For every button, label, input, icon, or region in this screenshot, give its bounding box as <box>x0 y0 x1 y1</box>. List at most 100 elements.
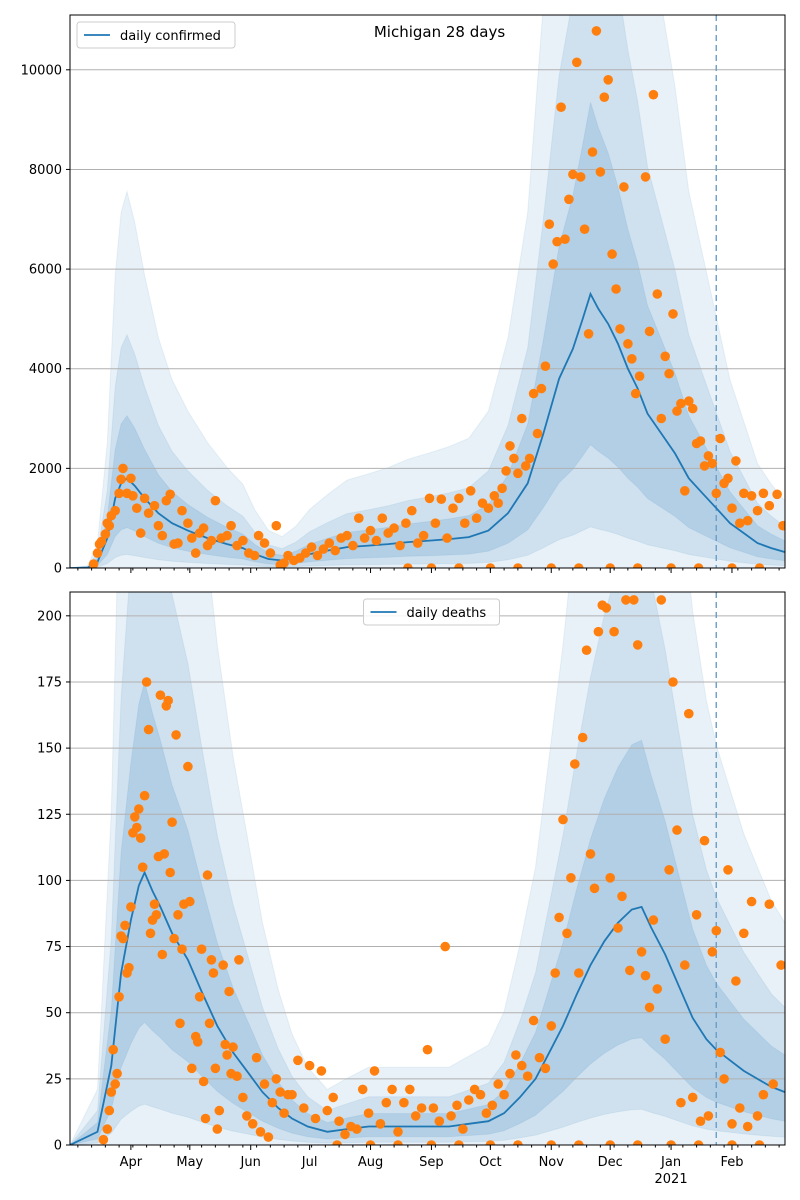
observation-point <box>141 677 152 687</box>
observation-point <box>185 896 195 907</box>
observation-point <box>222 530 232 541</box>
observation-point <box>135 833 146 843</box>
observation-point <box>157 949 168 960</box>
observation-point <box>727 1140 737 1145</box>
observation-point <box>114 488 124 499</box>
observation-point <box>253 530 264 541</box>
observation-point <box>416 1103 427 1113</box>
observation-point <box>609 626 619 637</box>
observation-point <box>546 1021 557 1031</box>
observation-point <box>621 595 631 605</box>
observation-point <box>206 955 217 965</box>
observation-point <box>418 530 429 541</box>
observation-point <box>540 1063 551 1074</box>
observation-point <box>130 812 140 822</box>
observation-point <box>110 1079 120 1089</box>
observation-point <box>116 474 126 485</box>
observation-point <box>279 1108 289 1118</box>
observation-point <box>534 1052 545 1063</box>
observation-point <box>153 520 164 531</box>
legend: daily deaths <box>363 598 500 626</box>
plot-area <box>70 15 785 568</box>
observation-point <box>139 790 150 801</box>
y-tick-label: 125 <box>37 808 62 823</box>
observation-point <box>634 371 645 382</box>
observation-point <box>124 962 134 973</box>
observation-point <box>247 1119 258 1129</box>
observation-point <box>210 1063 221 1074</box>
observation-point <box>554 912 564 923</box>
observation-point <box>332 1140 342 1145</box>
observation-point <box>228 1042 238 1052</box>
y-tick-label: 10000 <box>21 63 62 78</box>
y-tick-label: 50 <box>45 1006 62 1021</box>
observation-point <box>430 518 441 528</box>
observation-point <box>322 1105 333 1116</box>
observation-point <box>754 1140 765 1145</box>
observation-point <box>509 453 519 464</box>
observation-point <box>632 1140 643 1145</box>
observation-point <box>672 825 682 835</box>
x-tick-label: Nov <box>539 1155 565 1170</box>
observation-point <box>505 441 515 451</box>
observation-point <box>88 559 99 568</box>
observation-point <box>108 1044 118 1055</box>
observation-point <box>132 822 142 833</box>
observation-point <box>546 1140 557 1145</box>
observation-point <box>165 867 175 878</box>
observation-point <box>505 1068 515 1079</box>
observation-point <box>754 563 765 568</box>
observation-point <box>155 690 166 700</box>
observation-point <box>548 259 558 269</box>
observation-point <box>493 1079 504 1089</box>
observation-point <box>752 505 763 516</box>
observation-point <box>104 1105 115 1116</box>
y-tick-label: 2000 <box>29 462 62 477</box>
observation-point <box>110 505 120 516</box>
observation-point <box>550 968 560 978</box>
observation-point <box>668 677 678 687</box>
observation-point <box>540 361 551 372</box>
observation-point <box>636 947 647 957</box>
observation-point <box>693 1140 704 1145</box>
legend-box <box>363 598 500 626</box>
x-tick-label: Oct <box>479 1155 501 1170</box>
observation-point <box>104 520 115 531</box>
observation-point <box>652 289 663 299</box>
observation-point <box>499 1089 509 1100</box>
axes-frame <box>69 591 786 1146</box>
observation-point <box>139 493 150 504</box>
observation-point <box>666 563 676 568</box>
observation-point <box>746 491 757 501</box>
observation-point <box>695 436 706 446</box>
observation-point <box>513 563 523 568</box>
observation-point <box>719 1074 729 1084</box>
observation-point <box>100 529 111 539</box>
observation-point <box>613 923 623 933</box>
observation-point <box>222 1050 232 1060</box>
observation-point <box>605 1140 615 1145</box>
observation-point <box>666 1140 676 1145</box>
observation-point <box>381 1097 392 1108</box>
observation-point <box>287 1089 297 1100</box>
observation-point <box>259 1079 270 1089</box>
observation-point <box>410 1111 421 1121</box>
observation-point <box>214 1105 225 1116</box>
observation-point <box>249 550 260 561</box>
observation-point <box>625 965 635 976</box>
observation-point <box>687 403 698 414</box>
observation-point <box>112 1068 122 1079</box>
x-tick-label: Sep <box>419 1155 444 1170</box>
observation-point <box>259 538 270 548</box>
observation-point <box>251 1052 262 1063</box>
observation-point <box>768 1079 778 1089</box>
observation-point <box>715 1047 725 1058</box>
observation-point <box>218 960 228 970</box>
observation-point <box>165 489 175 500</box>
observation-point <box>149 899 160 909</box>
observation-point <box>399 1097 409 1108</box>
observation-point <box>574 968 584 978</box>
observation-point <box>271 1074 282 1084</box>
observation-point <box>487 1100 498 1111</box>
observation-point <box>424 493 435 504</box>
